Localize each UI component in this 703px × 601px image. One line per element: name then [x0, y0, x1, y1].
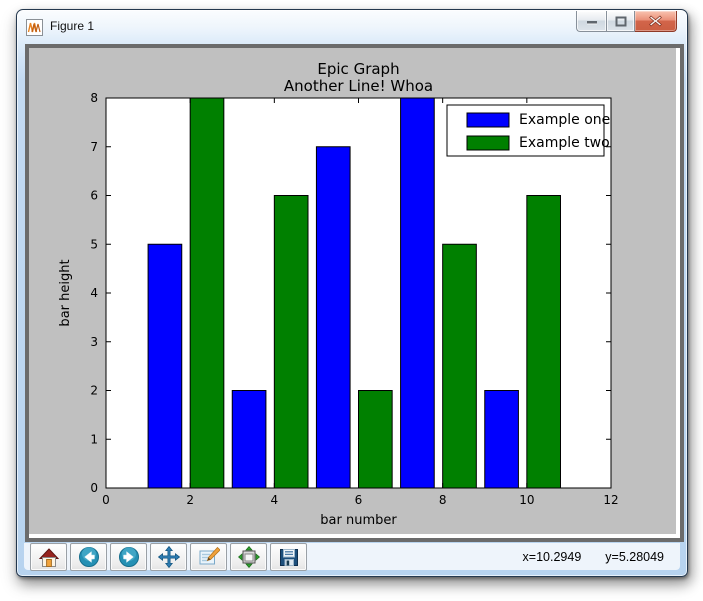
svg-text:3: 3: [90, 335, 98, 349]
pan-button[interactable]: [150, 542, 187, 571]
svg-text:2: 2: [186, 493, 194, 507]
bar: [358, 390, 393, 489]
figure-window: Figure 1 0 2 4 6 8 10 12 0 1 2 3 4 5 6 7 8 Epic Graph Ano…: [16, 9, 688, 577]
zoom-rect-button[interactable]: [190, 542, 227, 571]
bar: [315, 146, 351, 489]
forward-button[interactable]: [110, 542, 147, 571]
save-button[interactable]: [270, 542, 307, 571]
minimize-icon: [586, 21, 597, 25]
subplots-button[interactable]: [230, 542, 267, 571]
pan-icon: [157, 545, 180, 568]
window-controls: [576, 11, 677, 32]
chart-title: Epic Graph: [317, 60, 399, 78]
svg-text:1: 1: [90, 432, 98, 446]
bar: [442, 243, 477, 489]
svg-text:4: 4: [271, 493, 279, 507]
svg-text:5: 5: [90, 237, 98, 251]
legend-swatch: [466, 135, 510, 151]
cursor-y-value: y=5.28049: [605, 549, 664, 564]
bar-series-1: [147, 97, 519, 489]
maximize-icon: [615, 16, 626, 26]
maximize-button[interactable]: [606, 11, 635, 32]
bar: [484, 390, 519, 489]
titlebar[interactable]: Figure 1: [17, 10, 687, 44]
legend-swatch: [466, 112, 510, 128]
back-button[interactable]: [70, 542, 107, 571]
back-icon: [78, 546, 99, 567]
forward-icon: [118, 546, 139, 567]
bar: [526, 195, 562, 489]
bar: [273, 195, 309, 489]
navigation-toolbar: x=10.2949 y=5.28049: [24, 542, 680, 571]
svg-text:0: 0: [102, 493, 110, 507]
minimize-button[interactable]: [576, 11, 606, 32]
legend: Example one Example two: [446, 104, 610, 157]
cursor-x-value: x=10.2949: [522, 549, 582, 564]
save-icon: [279, 548, 298, 566]
legend-label: Example one: [519, 112, 610, 128]
x-axis-label: bar number: [320, 513, 397, 528]
window-title: Figure 1: [50, 19, 95, 33]
svg-text:6: 6: [355, 493, 363, 507]
subplots-icon: [237, 545, 260, 568]
close-button[interactable]: [635, 11, 677, 32]
bar: [231, 390, 267, 489]
svg-text:6: 6: [90, 189, 98, 203]
svg-text:2: 2: [90, 384, 98, 398]
home-button[interactable]: [30, 542, 67, 571]
svg-text:4: 4: [90, 286, 98, 300]
svg-text:10: 10: [519, 493, 534, 507]
svg-text:8: 8: [439, 493, 447, 507]
cursor-coordinates: x=10.2949 y=5.28049: [523, 550, 674, 564]
svg-text:12: 12: [603, 493, 618, 507]
y-axis-label: bar height: [58, 259, 73, 326]
svg-text:0: 0: [90, 481, 98, 495]
axis-ticks: [105, 97, 612, 489]
zoom-rect-icon: [199, 546, 220, 564]
home-icon: [38, 547, 59, 567]
svg-text:7: 7: [90, 140, 98, 154]
legend-label: Example two: [519, 135, 610, 151]
bar: [147, 243, 183, 489]
svg-text:8: 8: [90, 91, 98, 105]
chart-subtitle: Another Line! Whoa: [284, 77, 433, 95]
canvas-border: 0 2 4 6 8 10 12 0 1 2 3 4 5 6 7 8 Epic Graph Another Line…: [25, 44, 684, 542]
bar: [189, 97, 225, 489]
close-icon: [649, 15, 662, 27]
bar: [400, 97, 435, 489]
matplotlib-logo-icon: [26, 18, 43, 36]
